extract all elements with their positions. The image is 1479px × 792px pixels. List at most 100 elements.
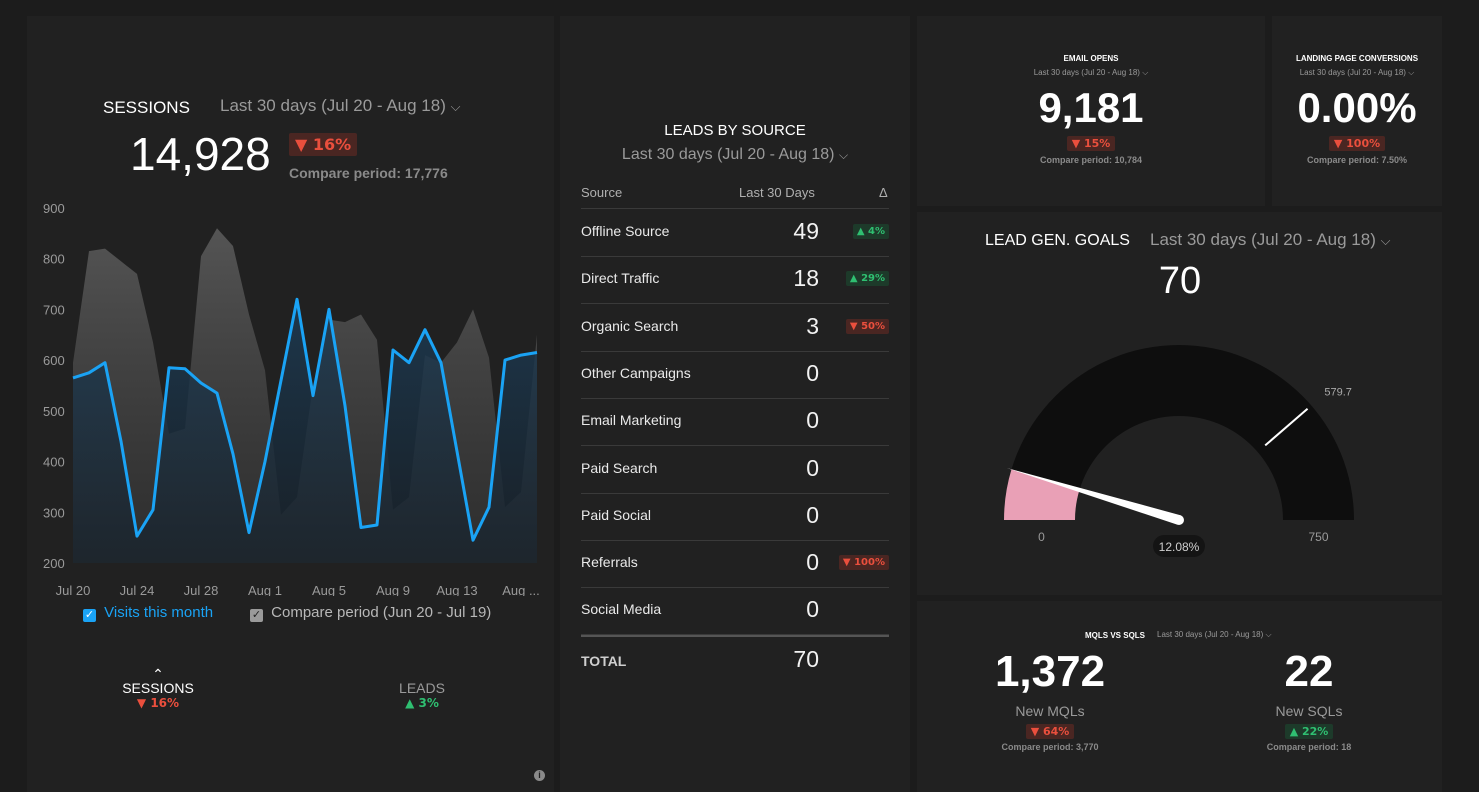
chevron-down-icon: ⌵ [1380, 233, 1391, 248]
table-row: Offline Source 49 ▲ 4% [581, 209, 889, 257]
landing-value: 0.00% [1297, 84, 1417, 131]
row-value: 0 [806, 359, 819, 386]
visits-line [72, 297, 538, 542]
column-header-last-30-days: Last 30 Days [739, 185, 815, 200]
total-value: 70 [793, 646, 819, 672]
legend-compare-period[interactable]: ✓ Compare period (Jun 20 - Jul 19) [250, 604, 491, 622]
row-source: Email Marketing [581, 412, 682, 429]
sql-change-badge: ▲ 22% [1284, 724, 1334, 739]
gauge-target-label: 579.7 [1324, 387, 1352, 399]
sessions-period-dropdown[interactable]: Last 30 days (Jul 20 - Aug 18) ⌵ [220, 96, 460, 116]
row-source: Other Campaigns [581, 364, 691, 381]
sessions-compare: Compare period: 17,776 [289, 165, 448, 181]
gauge-needle [1006, 467, 1181, 525]
mqls-title: MQLS VS SQLS [1085, 631, 1146, 640]
row-source: Organic Search [581, 317, 679, 334]
x-tick-label: Aug 13 [436, 583, 477, 596]
email-period-label: Last 30 days (Jul 20 - Aug 18) [1033, 68, 1140, 77]
gauge-percent-label: 12.08% [1159, 540, 1200, 554]
checkbox-checked-icon: ✓ [83, 609, 96, 622]
column-header-delta: Δ [879, 185, 888, 200]
leads-by-source-panel [560, 16, 910, 792]
leads-title: LEADS BY SOURCE [664, 122, 806, 139]
tab-leads-change: ▲ 3% [405, 696, 439, 710]
row-source: Offline Source [581, 223, 670, 239]
chevron-down-icon: ⌵ [1408, 68, 1415, 77]
checkbox-checked-icon: ✓ [250, 609, 263, 622]
mqls-period-dropdown[interactable]: Last 30 days (Jul 20 - Aug 18) ⌵ [1157, 630, 1272, 640]
tab-sessions-change: ▼ 16% [136, 696, 180, 710]
tab-sessions[interactable]: ⌃ SESSIONS ▼ 16% [113, 666, 203, 710]
row-value: 0 [806, 501, 819, 528]
sessions-chart: 900 800 700 600 500 400 300 200 Jul 20 Jul 24 Jul … [43, 201, 540, 596]
gauge-target-marker [1264, 408, 1309, 447]
total-label: TOTAL [581, 653, 627, 669]
tab-sessions-label: SESSIONS [122, 680, 194, 696]
total-divider [581, 635, 889, 637]
sql-compare: Compare period: 18 [1266, 742, 1352, 752]
chevron-up-icon: ⌃ [152, 666, 164, 682]
y-tick-label: 200 [43, 556, 65, 571]
row-value: 18 [793, 265, 819, 292]
y-tick-label: 600 [43, 353, 65, 368]
row-source: Direct Traffic [581, 270, 660, 287]
leads-period-dropdown[interactable]: Last 30 days (Jul 20 - Aug 18) ⌵ [560, 146, 910, 164]
sql-label: New SQLs [1275, 703, 1343, 719]
sql-change-wrap: ▲ 22% [1209, 722, 1409, 740]
x-tick-label: Jul 20 [56, 583, 91, 596]
row-source: Paid Search [581, 459, 658, 476]
email-change-wrap: ▼ 15% [917, 134, 1265, 152]
row-delta-badge: ▼ 50% [845, 318, 889, 334]
email-opens-title: EMAIL OPENS [1063, 54, 1119, 63]
tab-leads[interactable]: LEADS ▲ 3% [377, 680, 467, 710]
goals-period-label: Last 30 days (Jul 20 - Aug 18) [1150, 230, 1376, 249]
table-row: Referrals 0 ▼ 100% [581, 540, 889, 589]
x-tick-label: Jul 28 [184, 583, 219, 596]
legend-compare-label: Compare period (Jun 20 - Jul 19) [271, 604, 492, 621]
mql-change-wrap: ▼ 64% [950, 722, 1150, 740]
sessions-change-badge: ▼ 16% [289, 133, 358, 156]
chevron-down-icon: ⌵ [450, 99, 461, 114]
table-row: Other Campaigns 0 [581, 351, 889, 399]
x-tick-label: Aug ... [502, 583, 540, 596]
leads-period-label: Last 30 days (Jul 20 - Aug 18) [621, 146, 835, 163]
row-source: Referrals [581, 554, 638, 571]
landing-period-dropdown[interactable]: Last 30 days (Jul 20 - Aug 18) ⌵ [1272, 68, 1442, 78]
info-icon[interactable]: i [534, 770, 545, 781]
email-change-badge: ▼ 15% [1066, 136, 1116, 151]
goals-gauge: 579.7 0 750 12.08% [1004, 345, 1354, 557]
mql-label: New MQLs [1015, 703, 1085, 719]
legend-visits-this-month[interactable]: ✓ Visits this month [83, 604, 213, 622]
y-tick-label: 300 [43, 505, 65, 520]
y-tick-label: 400 [43, 455, 65, 470]
landing-change-wrap: ▼ 100% [1272, 134, 1442, 152]
gauge-needle-hub [1174, 515, 1184, 525]
mql-value: 1,372 [994, 647, 1106, 696]
row-value: 0 [806, 596, 819, 623]
chevron-down-icon: ⌵ [1265, 630, 1272, 639]
row-delta-badge: ▲ 4% [852, 224, 889, 239]
goals-period-dropdown[interactable]: Last 30 days (Jul 20 - Aug 18) ⌵ [1150, 230, 1390, 250]
visits-area [73, 299, 537, 563]
x-tick-label: Aug 5 [312, 583, 346, 596]
row-value: 0 [806, 407, 819, 434]
table-row: Social Media 0 [581, 587, 889, 636]
gauge-percent-pill [1153, 535, 1205, 557]
table-row: Paid Search 0 [581, 446, 889, 494]
y-tick-label: 500 [43, 404, 65, 419]
legend-visits-label: Visits this month [104, 604, 214, 621]
gauge-fill [1004, 469, 1080, 520]
email-period-dropdown[interactable]: Last 30 days (Jul 20 - Aug 18) ⌵ [917, 68, 1265, 78]
x-tick-label: Aug 1 [248, 583, 282, 596]
mqls-period-label: Last 30 days (Jul 20 - Aug 18) [1157, 630, 1264, 639]
email-compare: Compare period: 10,784 [1039, 155, 1143, 165]
chevron-down-icon: ⌵ [838, 148, 849, 162]
x-tick-label: Aug 9 [376, 583, 410, 596]
sessions-panel: SESSIONS Last 30 days (Jul 20 - Aug 18) … [27, 16, 554, 792]
table-row: Paid Social 0 [581, 493, 889, 541]
landing-title: LANDING PAGE CONVERSIONS [1295, 54, 1419, 63]
email-opens-value: 9,181 [1038, 84, 1144, 131]
gauge-max-label: 750 [1308, 530, 1328, 544]
chevron-down-icon: ⌵ [1142, 68, 1149, 77]
y-tick-label: 900 [43, 201, 65, 216]
